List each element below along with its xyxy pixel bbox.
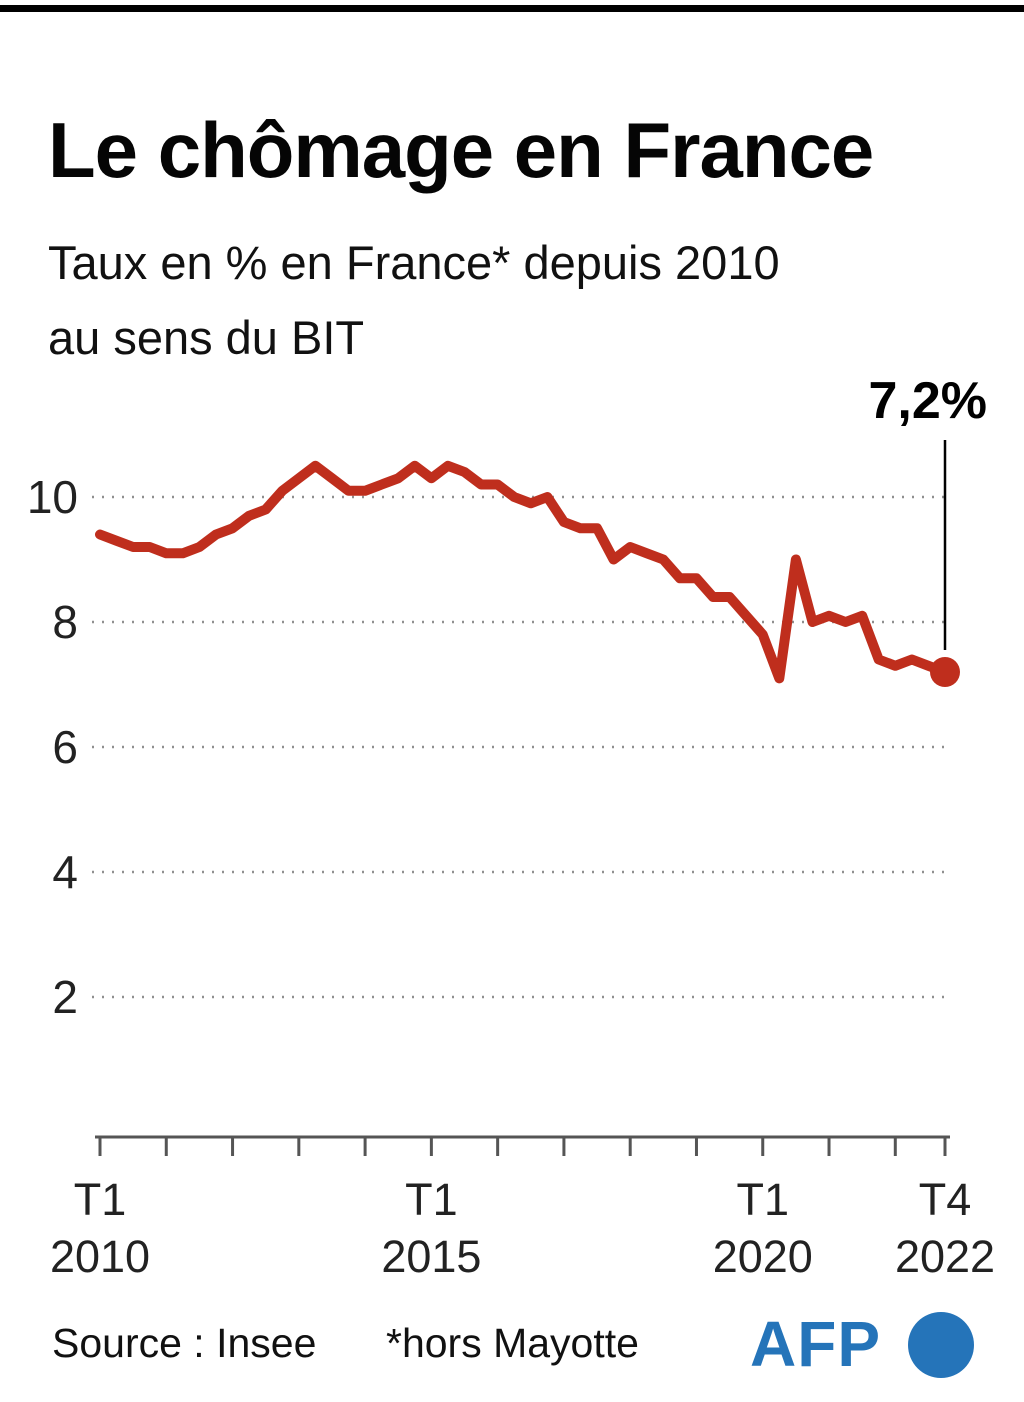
y-axis-label: 8 (52, 596, 78, 648)
y-axis-label: 10 (27, 471, 78, 523)
chart-title: Le chômage en France (48, 106, 874, 195)
top-rule (0, 5, 1024, 12)
x-axis-label: 2020 (713, 1231, 813, 1282)
chart-subtitle: Taux en % en France* depuis 2010 au sens… (48, 236, 780, 365)
x-axis-label: 2015 (381, 1231, 481, 1282)
x-axis-label: T4 (919, 1174, 972, 1225)
latest-value-label: 7,2% (868, 372, 987, 430)
unemployment-line (95, 460, 950, 684)
unemployment-line-chart: 10 8 6 4 2 T1 2010 T1 2015 T1 2020 T4 2022 7,2% (27, 372, 995, 1282)
afp-logo-text: AFP (750, 1308, 881, 1380)
footnote-label: *hors Mayotte (386, 1320, 639, 1366)
y-axis-label: 2 (52, 971, 78, 1023)
x-axis-label: T1 (736, 1174, 789, 1225)
afp-logo-circle-icon (908, 1312, 974, 1378)
x-axis-label: 2022 (895, 1231, 995, 1282)
x-axis-label: 2010 (50, 1231, 150, 1282)
y-axis-label: 6 (52, 721, 78, 773)
end-point-marker (930, 657, 960, 687)
x-axis-label: T1 (405, 1174, 458, 1225)
x-axis-label: T1 (74, 1174, 127, 1225)
source-label: Source : Insee (52, 1320, 317, 1366)
y-axis-label: 4 (52, 846, 78, 898)
